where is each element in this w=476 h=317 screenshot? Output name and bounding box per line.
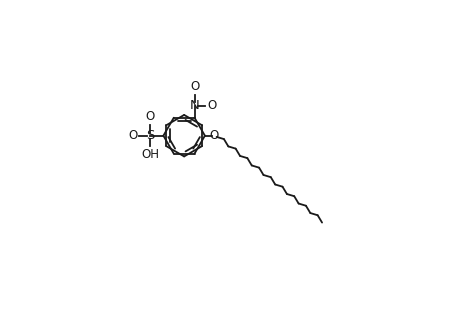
Text: O: O (190, 80, 199, 93)
Text: S: S (146, 129, 154, 142)
Text: O: O (210, 129, 219, 142)
Text: O: O (145, 110, 155, 123)
Text: N: N (189, 99, 199, 112)
Text: OH: OH (141, 148, 159, 161)
Text: O: O (128, 129, 138, 142)
Text: O: O (207, 99, 216, 112)
